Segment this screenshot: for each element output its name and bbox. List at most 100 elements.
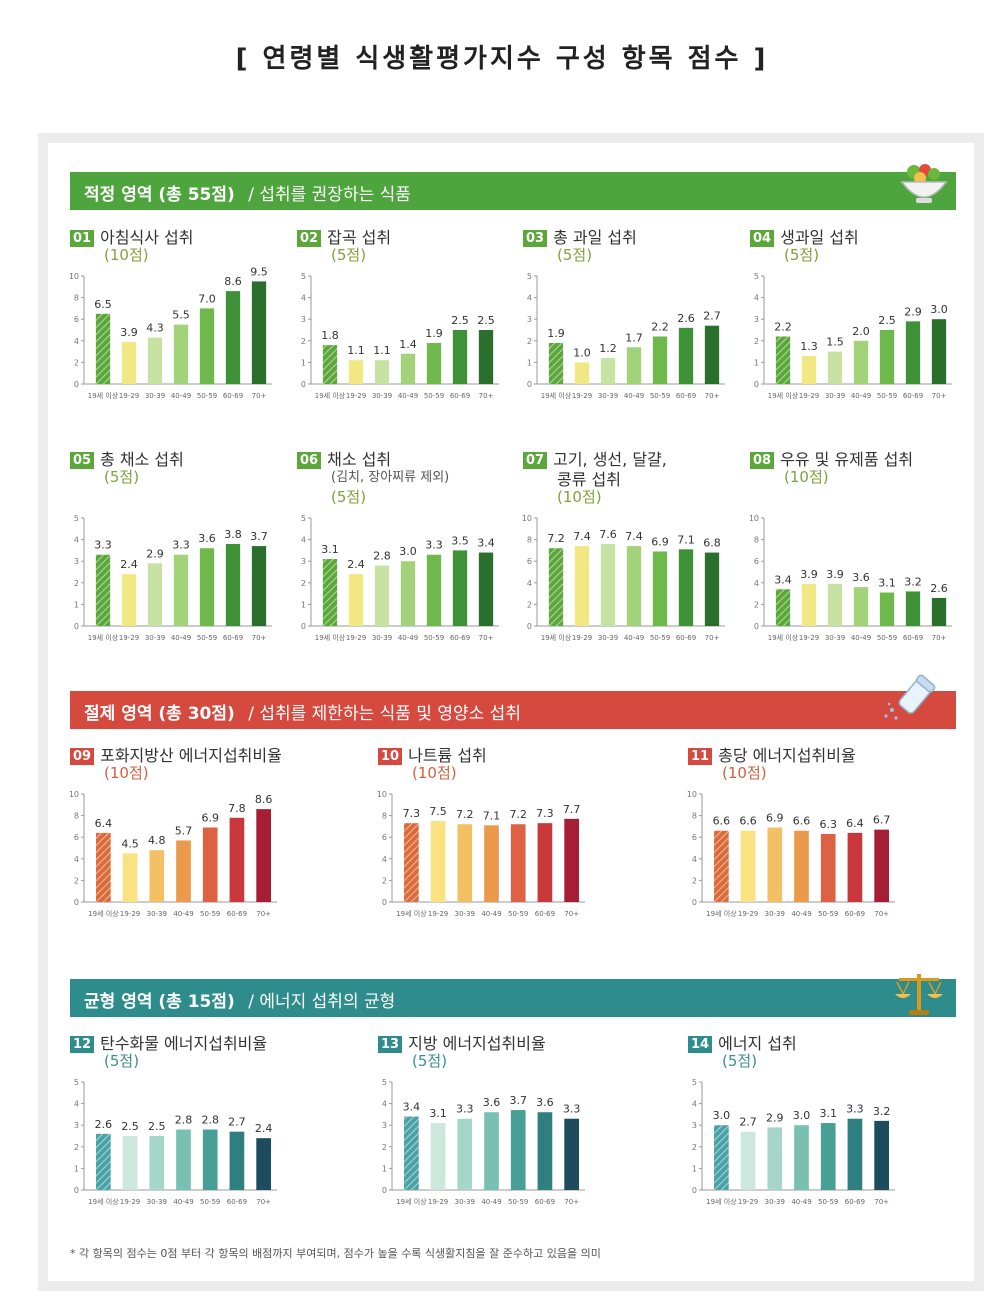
x-tick-label: 30-39 <box>598 634 618 642</box>
bar-value-label: 7.6 <box>599 528 617 541</box>
chart-number-badge: 14 <box>688 1036 713 1053</box>
bar-40-49 <box>853 587 869 626</box>
chart-title: 02 잡곡 섭취 <box>297 224 391 248</box>
y-tick-label: 6 <box>692 833 697 842</box>
y-tick-label: 0 <box>382 1186 387 1195</box>
y-tick-label: 4 <box>754 579 759 588</box>
bar-60-69 <box>452 550 468 626</box>
x-tick-label: 70+ <box>564 910 579 918</box>
bar-chart: 0 2 4 6 8 10 6.6 19세 이상 6.6 19-29 6.9 30-39 6.6 40-49… <box>687 790 895 918</box>
x-tick-label: 50-59 <box>877 634 897 642</box>
bar-60-69 <box>905 321 921 384</box>
bar-value-label: 7.7 <box>563 803 581 816</box>
chart-number-badge: 12 <box>70 1036 95 1053</box>
y-tick-label: 4 <box>754 294 759 303</box>
bar-value-label: 3.6 <box>198 532 216 545</box>
footnote: * 각 항목의 점수는 0점 부터 각 항목의 배점까지 부여되며, 점수가 높… <box>70 1247 601 1260</box>
x-tick-label: 40-49 <box>398 392 418 400</box>
chart-max-points: (10점) <box>784 468 829 486</box>
x-tick-label: 19-29 <box>119 634 139 642</box>
bar-19세 이상 <box>404 823 419 902</box>
chart-number-badge: 10 <box>378 748 403 765</box>
bar-50-59 <box>426 342 442 384</box>
y-tick-label: 5 <box>382 1078 387 1087</box>
y-tick-label: 1 <box>692 1164 697 1173</box>
x-tick-label: 19-29 <box>120 1198 140 1206</box>
bar-40-49 <box>176 840 191 902</box>
chart-max-points: (10점) <box>722 764 767 782</box>
bar-value-label: 7.3 <box>536 807 554 820</box>
bar-value-label: 3.3 <box>456 1103 474 1116</box>
bar-value-label: 2.9 <box>904 305 922 318</box>
x-tick-label: 19세 이상 <box>706 1197 737 1206</box>
bar-value-label: 6.9 <box>766 811 784 824</box>
x-tick-label: 70+ <box>479 634 494 642</box>
bar-value-label: 4.3 <box>146 322 164 335</box>
x-tick-label: 50-59 <box>200 910 220 918</box>
chart-title: 10 나트륨 섭취 <box>378 742 487 766</box>
bar-value-label: 6.3 <box>819 818 837 831</box>
bar-value-label: 1.9 <box>547 327 565 340</box>
y-tick-label: 2 <box>301 337 306 346</box>
chart-number-badge: 01 <box>70 230 95 247</box>
bar-60-69 <box>225 291 241 384</box>
section-title: 절제 영역 (총 30점) <box>84 704 235 724</box>
chart-note: (김치, 장아찌류 제외) <box>331 470 450 485</box>
x-tick-label: 60-69 <box>676 392 696 400</box>
x-tick-label: 40-49 <box>481 910 501 918</box>
bar-value-label: 6.5 <box>94 298 112 311</box>
bar-70+ <box>256 809 271 902</box>
chart-title-text: 지방 에너지섭취비율 <box>408 1034 546 1053</box>
bar-50-59 <box>202 827 218 902</box>
x-tick-label: 19-29 <box>120 910 140 918</box>
bar-60-69 <box>847 1118 863 1190</box>
y-tick-label: 0 <box>74 1186 79 1195</box>
chart-title-text: 탄수화물 에너지섭취비율 <box>100 1034 268 1053</box>
y-tick-label: 3 <box>382 1121 387 1130</box>
bar-40-49 <box>484 1112 499 1190</box>
x-tick-label: 19-29 <box>428 910 448 918</box>
y-tick-label: 4 <box>692 1100 697 1109</box>
bar-value-label: 7.4 <box>573 530 591 543</box>
bar-value-label: 2.8 <box>201 1114 219 1127</box>
x-tick-label: 19-29 <box>346 634 366 642</box>
bar-value-label: 7.1 <box>677 533 695 546</box>
chart-title: 08 우유 및 유제품 섭취 <box>750 446 913 470</box>
chart-title-text: 나트륨 섭취 <box>408 746 487 765</box>
bar-60-69 <box>847 832 863 902</box>
chart-number-badge: 13 <box>378 1036 403 1053</box>
x-tick-label: 40-49 <box>173 910 193 918</box>
bar-value-label: 3.2 <box>873 1105 891 1118</box>
bar-40-49 <box>400 353 416 384</box>
bar-60-69 <box>537 823 553 902</box>
bar-value-label: 3.5 <box>451 534 469 547</box>
bar-19세 이상 <box>714 1125 729 1190</box>
x-tick-label: 60-69 <box>227 1198 247 1206</box>
bar-value-label: 2.2 <box>774 320 792 333</box>
bar-60-69 <box>229 817 245 902</box>
y-tick-label: 3 <box>301 557 306 566</box>
chart-title-text: 포화지방산 에너지섭취비율 <box>100 746 282 765</box>
bar-value-label: 3.3 <box>94 539 112 552</box>
x-tick-label: 19세 이상 <box>88 909 119 918</box>
y-tick-label: 10 <box>522 514 532 523</box>
bar-chart: 0 2 4 6 8 10 6.4 19세 이상 4.5 19-29 4.8 30-39 5.7 40-49… <box>69 790 277 918</box>
chart-title-text: 채소 섭취 <box>327 450 392 469</box>
y-tick-label: 5 <box>74 1078 79 1087</box>
chart-number-badge: 02 <box>297 230 322 247</box>
bar-60-69 <box>229 1131 245 1190</box>
y-tick-label: 4 <box>692 855 697 864</box>
section-banner-adequacy: 적정 영역 (총 55점) / 섭취를 권장하는 식품 <box>70 172 956 210</box>
x-tick-label: 50-59 <box>424 634 444 642</box>
x-tick-label: 19세 이상 <box>541 633 572 642</box>
bar-30-39 <box>149 1136 165 1190</box>
y-tick-label: 1 <box>382 1164 387 1173</box>
y-tick-label: 4 <box>301 536 306 545</box>
bar-value-label: 3.0 <box>793 1109 811 1122</box>
chart-max-points: (5점) <box>331 488 367 506</box>
bar-19세 이상 <box>714 830 729 902</box>
bar-19세 이상 <box>96 832 111 902</box>
y-tick-label: 2 <box>382 1143 387 1152</box>
x-tick-label: 40-49 <box>171 634 191 642</box>
x-tick-label: 19-29 <box>572 634 592 642</box>
